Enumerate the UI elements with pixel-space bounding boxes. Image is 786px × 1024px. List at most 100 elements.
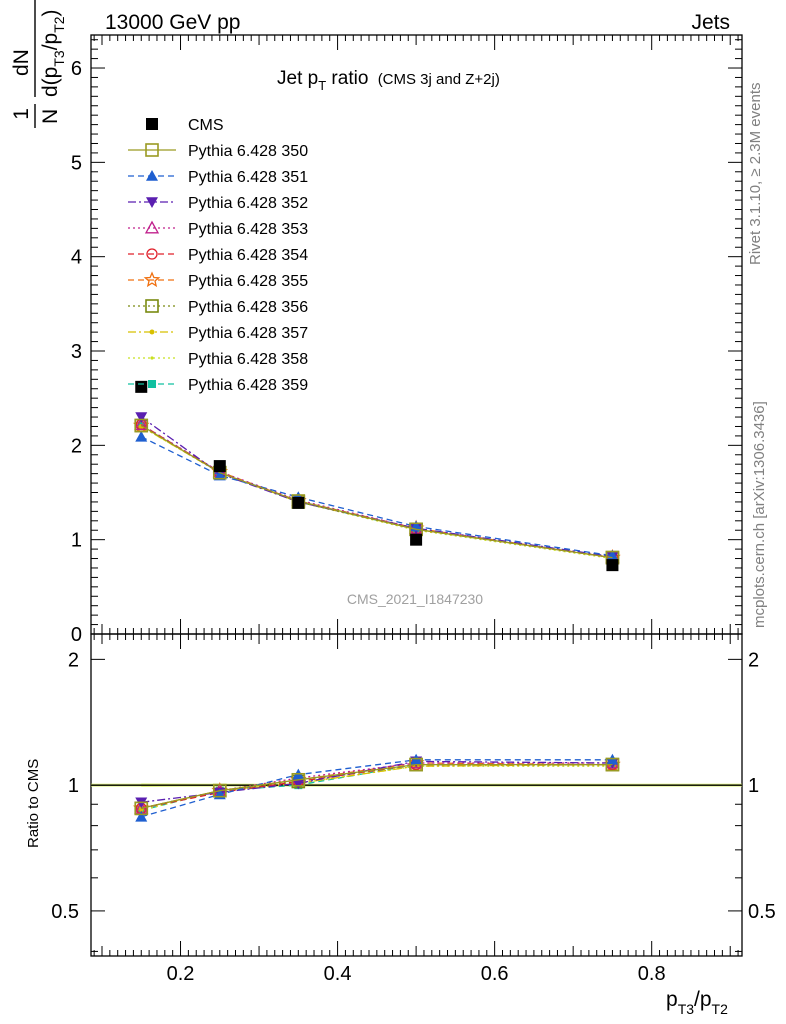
legend-entry: Pythia 6.428 353 bbox=[128, 220, 308, 238]
series-line bbox=[141, 763, 613, 812]
ratio-series-pythia-6-428-350 bbox=[134, 757, 620, 816]
data-point bbox=[134, 417, 149, 431]
legend-label: Pythia 6.428 354 bbox=[188, 247, 308, 264]
data-point bbox=[135, 430, 148, 442]
series-line bbox=[140, 424, 613, 559]
main-series-pythia-6-428-353 bbox=[134, 417, 620, 564]
svg-text:pT3/pT2: pT3/pT2 bbox=[666, 988, 728, 1017]
legend-entry: Pythia 6.428 359 bbox=[128, 377, 308, 394]
legend-label: Pythia 6.428 355 bbox=[188, 273, 308, 290]
ratio-axes: 0.5 0.5 1 1 2 2 bbox=[51, 649, 776, 952]
y-tick-label: 0 bbox=[71, 624, 82, 646]
legend-entry: Pythia 6.428 352 bbox=[128, 195, 308, 212]
ylabel-one: 1 bbox=[10, 108, 33, 120]
series-line bbox=[140, 424, 613, 559]
legend-entry: Pythia 6.428 357 bbox=[128, 325, 308, 342]
data-point bbox=[134, 418, 149, 433]
legend-marker bbox=[146, 197, 158, 208]
title-rest: ratio bbox=[326, 68, 368, 89]
legend-entry: Pythia 6.428 354 bbox=[128, 247, 308, 264]
main-series-pythia-6-428-350 bbox=[134, 418, 620, 565]
legend-entry: Pythia 6.428 355 bbox=[128, 271, 308, 290]
legend-label: Pythia 6.428 351 bbox=[188, 169, 308, 186]
data-point bbox=[292, 496, 305, 509]
legend-label: Pythia 6.428 350 bbox=[188, 143, 308, 160]
main-series-pythia-6-428-358 bbox=[139, 424, 615, 561]
header-right: Jets bbox=[691, 11, 730, 34]
legend-label: Pythia 6.428 358 bbox=[188, 351, 308, 368]
y-tick-label: 1 bbox=[71, 530, 82, 552]
analysis-watermark: CMS_2021_I1847230 bbox=[347, 591, 483, 607]
main-series-pythia-6-428-354 bbox=[135, 418, 619, 564]
legend-entry: Pythia 6.428 350 bbox=[128, 143, 308, 160]
y-tick-label: 5 bbox=[71, 152, 82, 174]
legend-marker bbox=[144, 220, 160, 234]
ratio-series-pythia-6-428-358 bbox=[139, 764, 615, 813]
legend-marker bbox=[146, 248, 158, 260]
y-tick-label: 4 bbox=[71, 247, 82, 269]
y-tick-label: 2 bbox=[71, 435, 82, 457]
ratio-y-tick-label: 1 bbox=[68, 775, 79, 797]
series-line bbox=[140, 425, 613, 560]
legend-marker bbox=[143, 271, 161, 288]
series-line bbox=[141, 760, 613, 803]
series-line bbox=[140, 424, 613, 559]
data-point bbox=[606, 559, 619, 572]
main-series-pythia-6-428-356 bbox=[134, 418, 620, 565]
y-tick-label: 6 bbox=[71, 58, 82, 80]
data-point bbox=[135, 810, 148, 822]
legend-marker bbox=[145, 143, 159, 157]
legend-label: Pythia 6.428 352 bbox=[188, 195, 308, 212]
main-series-pythia-6-428-352 bbox=[135, 412, 619, 563]
legend-marker bbox=[145, 299, 159, 313]
ylabel-n: N bbox=[39, 109, 62, 124]
ratio-frame bbox=[90, 633, 743, 957]
data-point bbox=[212, 783, 227, 798]
data-point bbox=[135, 380, 148, 393]
ratio-series-layer bbox=[132, 753, 621, 822]
main-series-pythia-6-428-359 bbox=[137, 421, 617, 562]
ratio-reference-band bbox=[91, 783, 742, 787]
data-point bbox=[410, 533, 423, 546]
main-series-pythia-6-428-357 bbox=[138, 423, 615, 561]
main-axes: 0 1 2 3 4 5 6 0.2 0.4 0.6 0.8 bbox=[71, 35, 742, 985]
data-point bbox=[409, 757, 423, 772]
legend-entry: CMS bbox=[146, 117, 224, 134]
legend-label: Pythia 6.428 359 bbox=[188, 377, 308, 394]
x-axis-label: pT3/pT2 bbox=[666, 988, 728, 1017]
data-point bbox=[213, 469, 226, 481]
ratio-y-axis-label: Ratio to CMS bbox=[25, 759, 42, 848]
legend-marker bbox=[150, 356, 154, 360]
x-tick-label: 0.2 bbox=[167, 963, 195, 985]
x-tick-label: 0.6 bbox=[481, 963, 509, 985]
main-series-pythia-6-428-355 bbox=[132, 416, 621, 565]
title-small: (CMS 3j and Z+2j) bbox=[378, 71, 500, 88]
ylabel-denominator: d(pT3/pT2) bbox=[39, 9, 67, 97]
legend-entry: Pythia 6.428 351 bbox=[128, 169, 308, 186]
ratio-y-tick-label: 2 bbox=[68, 649, 79, 671]
x-tick-label: 0.4 bbox=[324, 963, 352, 985]
ratio-y-tick-label-right: 2 bbox=[748, 649, 759, 671]
legend-marker bbox=[148, 380, 156, 388]
svg-text:Jet pT ratio (CMS 3j and: Jet pT ratio (CMS 3j and Z+2j) bbox=[277, 68, 500, 93]
legend-marker bbox=[146, 118, 158, 130]
legend-label: CMS bbox=[188, 117, 224, 134]
legend-marker bbox=[146, 170, 158, 181]
x-tick-label: 0.8 bbox=[638, 963, 666, 985]
data-point bbox=[292, 778, 305, 790]
series-line bbox=[140, 424, 613, 559]
series-line bbox=[140, 416, 613, 558]
plot-title: Jet pT ratio (CMS 3j and Z+2j) bbox=[277, 68, 500, 93]
ratio-y-tick-label-right: 0.5 bbox=[748, 901, 776, 923]
legend-label: Pythia 6.428 357 bbox=[188, 325, 308, 342]
main-y-axis-label: 1 N dN d(pT3/pT2) bbox=[10, 0, 67, 128]
legend: CMS Pythia 6.428 350 Pythia 6.428 351 Pythi… bbox=[128, 117, 308, 394]
series-line bbox=[140, 424, 613, 559]
mcplots-label: mcplots.cern.ch [arXiv:1306.3436] bbox=[751, 401, 768, 628]
legend-entry: Pythia 6.428 358 bbox=[128, 351, 308, 368]
data-point bbox=[134, 801, 149, 816]
legend-label: Pythia 6.428 356 bbox=[188, 299, 308, 316]
main-series-pythia-6-428-351 bbox=[135, 430, 619, 561]
y-tick-label: 3 bbox=[71, 341, 82, 363]
